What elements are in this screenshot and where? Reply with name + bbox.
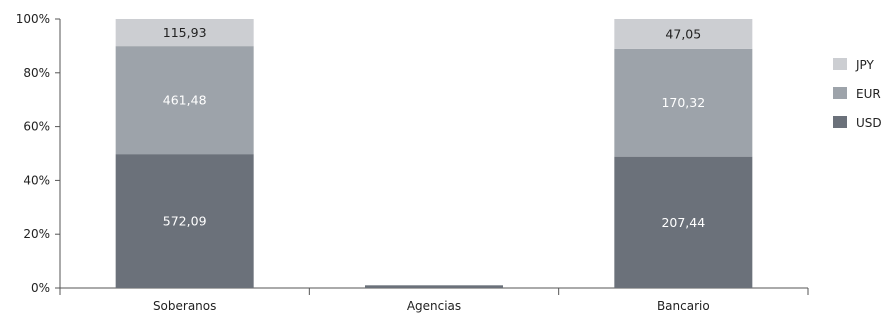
data-label: 207,44 xyxy=(661,215,705,230)
x-category-label: Bancario xyxy=(657,299,710,313)
y-tick-label: 20% xyxy=(23,227,50,241)
x-category-label: Agencias xyxy=(407,299,461,313)
y-tick-label: 80% xyxy=(23,66,50,80)
data-label: 461,48 xyxy=(163,93,207,108)
bar-segment-usd xyxy=(365,285,503,288)
legend-label-jpy: JPY xyxy=(855,58,875,72)
y-tick-label: 0% xyxy=(31,281,50,295)
y-tick-label: 40% xyxy=(23,173,50,187)
x-axis: Soberanos Agencias Bancario xyxy=(59,287,809,313)
legend-swatch-jpy xyxy=(833,58,847,70)
data-label: 170,32 xyxy=(661,95,705,110)
bars: 572,09 461,48 115,93 207,44 170,32 47,05 xyxy=(115,19,753,288)
bar-segment-eur xyxy=(115,46,254,155)
legend-label-usd: USD xyxy=(856,116,882,130)
x-category-label: Soberanos xyxy=(153,299,216,313)
bar-segment-jpy xyxy=(115,19,254,47)
legend: JPY EUR USD xyxy=(833,58,882,130)
bar-segment-eur xyxy=(614,48,753,157)
legend-swatch-eur xyxy=(833,87,847,99)
bar-segment-usd xyxy=(115,154,254,288)
bar-segment-jpy xyxy=(614,19,753,49)
bar-segment-usd xyxy=(614,156,753,288)
data-label: 115,93 xyxy=(163,25,207,40)
y-tick-label: 60% xyxy=(23,120,50,134)
legend-label-eur: EUR xyxy=(856,87,881,101)
y-axis: 0% 20% 40% 60% 80% 100% xyxy=(16,12,61,295)
data-label: 572,09 xyxy=(163,214,207,229)
data-label: 47,05 xyxy=(665,26,701,41)
legend-swatch-usd xyxy=(833,116,847,128)
y-tick-label: 100% xyxy=(16,12,50,26)
